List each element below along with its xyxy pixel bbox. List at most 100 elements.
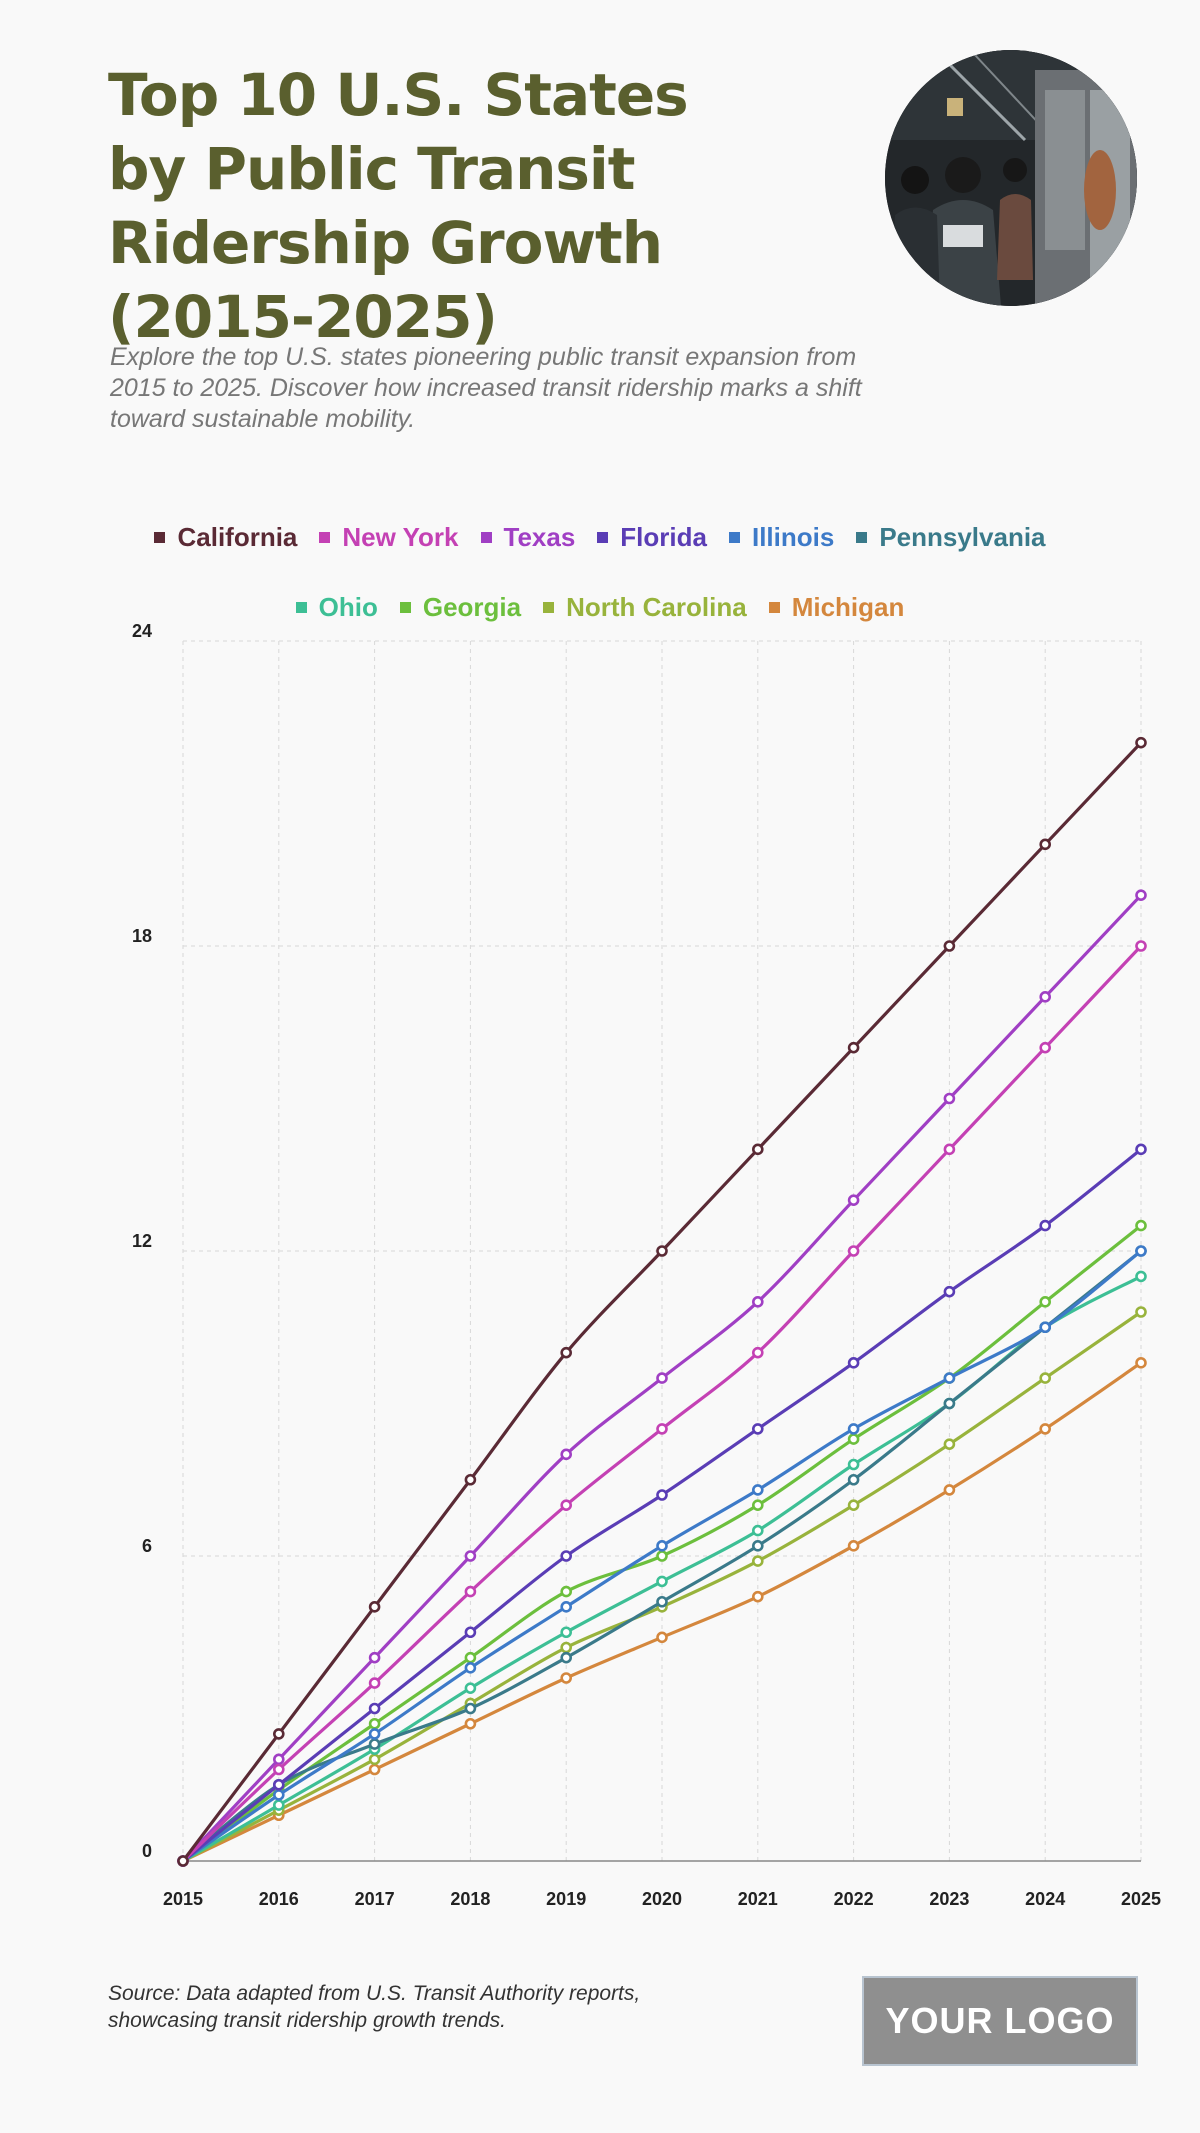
source-note: Source: Data adapted from U.S. Transit A… bbox=[108, 1982, 641, 2032]
data-point-pennsylvania bbox=[943, 1397, 956, 1410]
data-point-illinois bbox=[656, 1540, 668, 1552]
x-tick-label: 2020 bbox=[642, 1889, 682, 1909]
data-point-pennsylvania bbox=[656, 1595, 668, 1608]
x-tick-label: 2016 bbox=[259, 1889, 299, 1909]
y-tick-label: 6 bbox=[142, 1536, 152, 1556]
data-point-california bbox=[751, 1143, 764, 1156]
legend-swatch bbox=[154, 532, 166, 543]
data-point-new-york bbox=[1039, 1041, 1051, 1054]
legend-swatch bbox=[768, 602, 780, 613]
data-point-illinois bbox=[943, 1372, 956, 1384]
data-point-ohio bbox=[656, 1575, 668, 1588]
legend-swatch bbox=[399, 602, 411, 613]
legend-label: Texas bbox=[503, 522, 576, 552]
data-point-florida bbox=[751, 1423, 764, 1435]
legend-label: Michigan bbox=[791, 592, 905, 622]
line-chart: 0 6 12 18 24 2015 2016 2017 2018 2019 2020 2021 2022… bbox=[132, 621, 1161, 1909]
page-subtitle: Explore the top U.S. states pioneering p… bbox=[110, 343, 862, 433]
data-point-texas bbox=[368, 1651, 381, 1664]
legend-label: North Carolina bbox=[566, 592, 747, 622]
data-point-georgia bbox=[751, 1499, 764, 1511]
data-point-michigan bbox=[560, 1672, 573, 1684]
data-point-new-york bbox=[1135, 940, 1147, 952]
data-point-michigan bbox=[1135, 1357, 1147, 1369]
data-point-north-carolina bbox=[368, 1753, 381, 1766]
data-point-new-york bbox=[656, 1423, 668, 1435]
legend-item-georgia: Georgia bbox=[399, 592, 522, 623]
data-point-florida bbox=[847, 1357, 860, 1369]
data-point-california bbox=[368, 1601, 381, 1613]
legend-item-ohio: Ohio bbox=[295, 592, 378, 623]
x-tick-label: 2015 bbox=[163, 1889, 203, 1909]
legend-label: Ohio bbox=[318, 592, 378, 622]
data-point-ohio bbox=[1135, 1270, 1147, 1283]
data-point-illinois bbox=[847, 1423, 860, 1435]
data-point-michigan bbox=[368, 1763, 381, 1776]
data-point-georgia bbox=[464, 1651, 477, 1664]
x-tick-label: 2022 bbox=[834, 1889, 874, 1909]
legend-label: Florida bbox=[620, 522, 707, 552]
legend-item-illinois: Illinois bbox=[728, 522, 835, 553]
data-point-texas bbox=[751, 1296, 764, 1308]
data-point-florida bbox=[656, 1489, 668, 1501]
data-point-california bbox=[1135, 736, 1147, 749]
data-point-michigan bbox=[464, 1717, 477, 1730]
legend-item-new-york: New York bbox=[319, 522, 459, 553]
legend-item-north-carolina: North Carolina bbox=[543, 592, 747, 623]
series-line-california bbox=[181, 741, 1143, 1862]
data-point-texas bbox=[656, 1372, 668, 1384]
data-point-illinois bbox=[368, 1728, 381, 1740]
data-point-texas bbox=[1039, 991, 1051, 1003]
data-point-california bbox=[656, 1245, 668, 1257]
data-point-pennsylvania bbox=[560, 1651, 573, 1664]
logo-placeholder: YOUR LOGO bbox=[862, 1976, 1138, 2066]
data-point-north-carolina bbox=[751, 1555, 764, 1567]
legend-item-florida: Florida bbox=[597, 522, 707, 553]
data-point-illinois bbox=[1135, 1245, 1147, 1257]
x-tick-label: 2017 bbox=[355, 1889, 395, 1909]
data-point-florida bbox=[943, 1285, 956, 1298]
legend-swatch bbox=[856, 532, 868, 543]
data-point-texas bbox=[1135, 889, 1147, 901]
data-point-north-carolina bbox=[1039, 1372, 1051, 1384]
data-point-california bbox=[943, 940, 956, 952]
legend-label: New York bbox=[342, 522, 459, 552]
data-point-california bbox=[560, 1346, 573, 1359]
data-point-california bbox=[272, 1728, 285, 1740]
page-title: Top 10 U.S. States by Public Transit Rid… bbox=[108, 61, 689, 351]
x-tick-label: 2018 bbox=[450, 1889, 490, 1909]
photo-illustration bbox=[885, 50, 1137, 306]
data-point-illinois bbox=[272, 1789, 285, 1801]
data-point-illinois bbox=[560, 1601, 573, 1613]
data-point-pennsylvania bbox=[751, 1540, 764, 1552]
x-tick-label: 2024 bbox=[1025, 1889, 1065, 1909]
data-point-new-york bbox=[751, 1346, 764, 1359]
legend-label: Illinois bbox=[751, 522, 835, 552]
legend-swatch bbox=[597, 532, 609, 543]
data-point-north-carolina bbox=[560, 1641, 573, 1654]
data-point-new-york bbox=[464, 1585, 477, 1598]
data-point-pennsylvania bbox=[368, 1738, 381, 1750]
data-point-michigan bbox=[656, 1631, 668, 1644]
data-point-georgia bbox=[368, 1717, 381, 1730]
data-point-illinois bbox=[751, 1484, 764, 1496]
data-point-illinois bbox=[464, 1662, 477, 1674]
legend-label: California bbox=[177, 522, 298, 552]
legend-label: Georgia bbox=[422, 592, 522, 622]
data-point-texas bbox=[272, 1753, 285, 1766]
data-point-michigan bbox=[847, 1540, 860, 1552]
data-point-michigan bbox=[943, 1484, 956, 1496]
data-point-florida bbox=[464, 1626, 477, 1639]
data-point-north-carolina bbox=[847, 1499, 860, 1511]
data-point-georgia bbox=[560, 1585, 573, 1598]
data-point-ohio bbox=[847, 1458, 860, 1471]
data-point-michigan bbox=[751, 1590, 764, 1603]
y-tick-label: 24 bbox=[132, 621, 152, 641]
legend-item-pennsylvania: Pennsylvania bbox=[856, 522, 1046, 553]
data-point-florida bbox=[368, 1702, 381, 1715]
data-point-new-york bbox=[560, 1499, 573, 1511]
data-point-georgia bbox=[1135, 1219, 1147, 1232]
data-point-new-york bbox=[847, 1245, 860, 1257]
data-point-pennsylvania bbox=[847, 1473, 860, 1486]
legend-swatch bbox=[480, 532, 492, 543]
